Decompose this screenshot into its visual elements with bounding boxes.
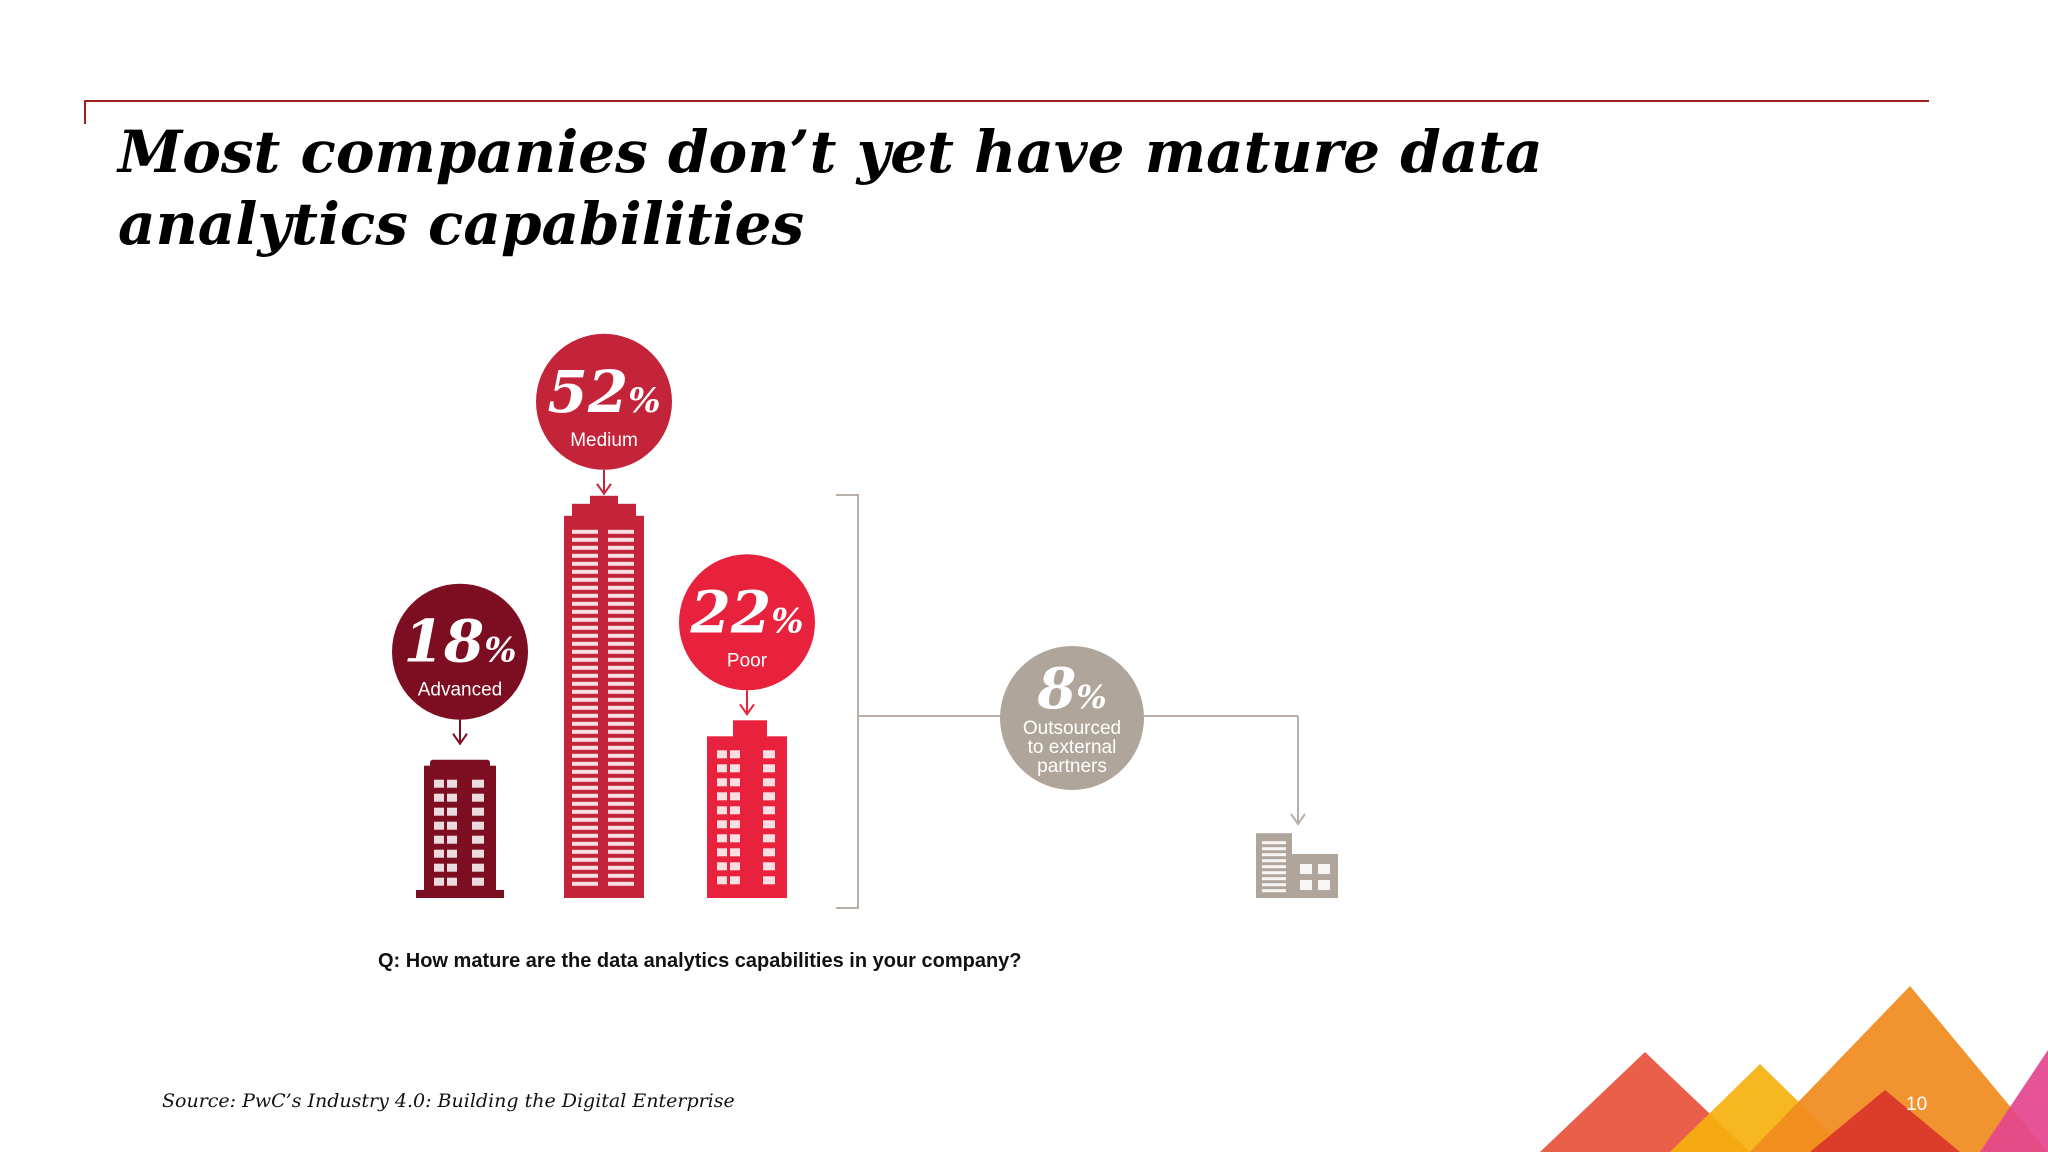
bubble-advanced: [392, 583, 528, 720]
bar-outsourced-to-external-partners-annex: [1292, 854, 1338, 898]
decor-triangle-4: [1810, 1090, 1960, 1152]
title-rule: [84, 100, 1929, 102]
category-label-poor: Poor: [727, 650, 768, 671]
decor-triangle-5: [1980, 1050, 2048, 1152]
page-number: 10: [1906, 1094, 1928, 1115]
bar-medium-spire: [590, 495, 618, 506]
bar-outsourced-to-external-partners: [1256, 833, 1338, 898]
bar-outsourced-to-external-partners-windows: [1262, 841, 1330, 893]
bar-poor-body: [707, 736, 787, 898]
category-label-medium: Medium: [570, 430, 638, 451]
connector-arrow-head: [1290, 813, 1306, 826]
arrow-head-poor: [739, 703, 755, 717]
bar-poor-roof: [733, 720, 767, 739]
decor-triangle-3: [1750, 986, 2048, 1152]
bubble-medium: [536, 333, 672, 470]
category-label-advanced: Advanced: [418, 680, 503, 701]
bar-medium-windows: [572, 529, 634, 886]
category-label-outsourced-to-external-partners-line-2: to external: [1028, 737, 1117, 758]
bar-advanced-base: [416, 890, 504, 898]
survey-question: Q: How mature are the data analytics cap…: [378, 950, 1022, 972]
slide-title: Most companies don’t yet have mature dat…: [118, 118, 1543, 258]
bar-advanced-roof: [430, 759, 490, 768]
bar-medium: [564, 495, 644, 898]
bubble-poor: [679, 554, 815, 691]
bar-advanced-body: [424, 765, 496, 898]
bar-advanced: [416, 759, 504, 898]
in-house-bracket: [836, 494, 859, 909]
bar-advanced-windows: [434, 779, 484, 886]
arrow-head-medium: [596, 483, 612, 496]
category-label-outsourced-to-external-partners-line-3: partners: [1037, 756, 1107, 777]
arrow-head-advanced: [452, 733, 468, 746]
bar-poor: [707, 720, 787, 898]
category-label-outsourced-to-external-partners-line-1: Outsourced: [1023, 718, 1121, 739]
title-rule-tick: [84, 100, 86, 124]
bar-medium-roof: [572, 503, 636, 518]
bar-poor-windows: [717, 750, 775, 885]
source-note: Source: PwC’s Industry 4.0: Building the…: [162, 1090, 735, 1112]
decorative-triangles: [1540, 986, 2048, 1152]
bubble-outsourced-to-external-partners: [1000, 646, 1144, 790]
